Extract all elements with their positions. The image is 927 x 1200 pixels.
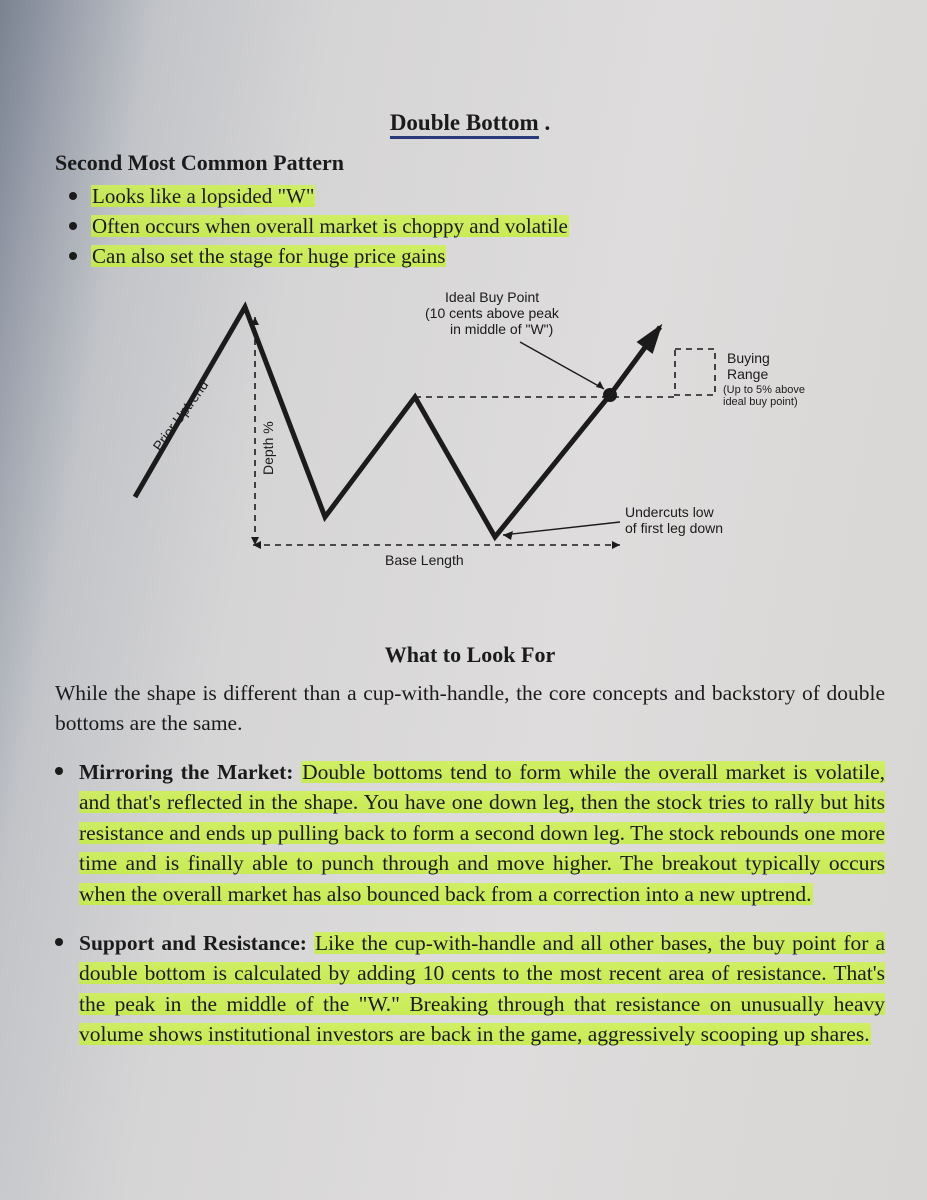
item-mirroring: Mirroring the Market: Double bottoms ten… (55, 757, 885, 910)
page-title: Double Bottom . (55, 110, 885, 136)
list-item: Can also set the stage for huge price ga… (91, 242, 885, 271)
svg-text:(10 cents above peak: (10 cents above peak (425, 305, 560, 321)
svg-text:Undercuts low: Undercuts low (625, 504, 715, 520)
item-support: Support and Resistance: Like the cup-wit… (55, 928, 885, 1050)
diagram-content: Prior Uptrend Depth % Base Length Undercuts… (135, 289, 805, 568)
svg-text:Depth %: Depth % (260, 421, 276, 475)
double-bottom-diagram: Prior Uptrend Depth % Base Length Undercuts… (115, 287, 855, 617)
svg-text:(Up to 5% above: (Up to 5% above (723, 384, 805, 396)
svg-text:in middle of "W"): in middle of "W") (450, 321, 553, 337)
title-text: Double Bottom (390, 110, 539, 139)
list-item: Looks like a lopsided "W" (91, 182, 885, 211)
subheading: Second Most Common Pattern (55, 150, 885, 176)
svg-text:Range: Range (727, 366, 768, 382)
item-title: Mirroring the Market: (79, 760, 293, 784)
list-item: Often occurs when overall market is chop… (91, 212, 885, 241)
svg-text:ideal buy point): ideal buy point) (723, 396, 798, 408)
svg-text:of first leg down: of first leg down (625, 520, 723, 536)
section-heading: What to Look For (55, 642, 885, 668)
svg-text:Buying: Buying (727, 350, 770, 366)
intro-paragraph: While the shape is different than a cup-… (55, 678, 885, 739)
bullet-list: Looks like a lopsided "W" Often occurs w… (55, 182, 885, 271)
svg-text:Base Length: Base Length (385, 552, 464, 568)
svg-text:Prior Uptrend: Prior Uptrend (149, 377, 211, 454)
item-title: Support and Resistance: (79, 931, 307, 955)
svg-text:Ideal Buy Point: Ideal Buy Point (445, 289, 539, 305)
